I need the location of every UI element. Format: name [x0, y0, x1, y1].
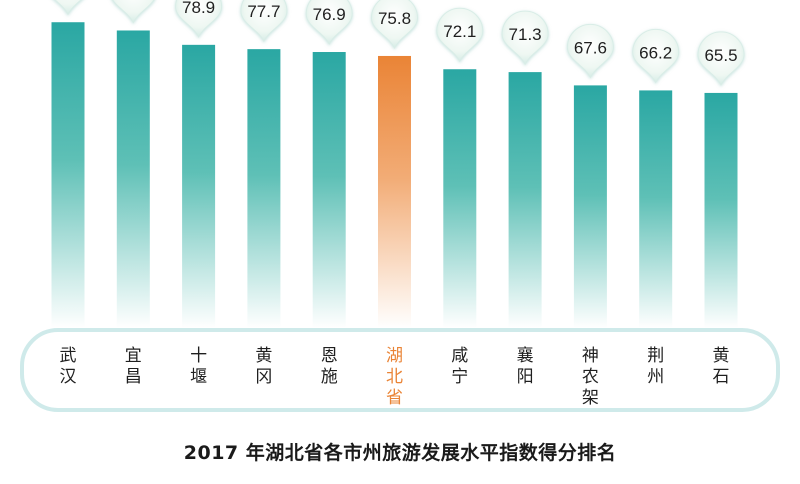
bar-湖北省	[378, 55, 411, 329]
value-pin-咸宁	[436, 7, 484, 63]
value-label-黄冈: 77.7	[247, 2, 280, 21]
bar-荆州	[639, 90, 673, 328]
value-label-湖北省: 75.8	[378, 9, 411, 28]
bar-襄阳	[508, 72, 542, 329]
value-pin-黄冈	[240, 0, 288, 43]
bar-黄石	[704, 92, 738, 328]
bar-神农架	[573, 85, 607, 328]
category-label-武汉: 武汉	[60, 346, 77, 387]
value-label-襄阳: 71.3	[509, 25, 542, 44]
value-pin-襄阳	[501, 10, 549, 66]
bar-咸宁	[443, 69, 477, 328]
value-pin-武汉	[54, 0, 82, 16]
bar-武汉	[51, 22, 85, 329]
bar-黄冈	[247, 49, 281, 328]
bar-十堰	[182, 44, 216, 328]
value-pin-湖北省	[370, 0, 419, 50]
category-label-湖北省: 湖北省	[386, 346, 403, 408]
bar-恩施	[312, 52, 346, 329]
value-pin-十堰	[175, 0, 223, 38]
value-pin-恩施	[305, 0, 353, 46]
category-tray	[20, 328, 780, 412]
bars-layer	[51, 22, 738, 329]
bar-宜昌	[116, 30, 150, 329]
value-pin-荆州	[632, 28, 680, 84]
category-label-黄石: 黄石	[713, 346, 730, 387]
category-label-恩施: 恩施	[321, 346, 338, 387]
value-pin-宜昌	[112, 0, 155, 24]
chart-title: 2017 年湖北省各市州旅游发展水平指数得分排名	[183, 442, 617, 464]
value-label-恩施: 76.9	[313, 5, 346, 24]
value-label-十堰: 78.9	[182, 0, 215, 17]
category-label-襄阳: 襄阳	[517, 345, 534, 387]
category-label-神农架: 神农架	[582, 346, 599, 408]
value-label-咸宁: 72.1	[443, 22, 476, 41]
category-label-黄冈: 黄冈	[255, 346, 272, 387]
value-pins-layer: 85.282.978.977.776.975.872.171.367.666.2…	[54, 0, 745, 87]
category-label-荆州: 荆州	[647, 346, 664, 387]
value-label-宜昌: 82.9	[117, 0, 150, 2]
value-pin-神农架	[566, 23, 614, 79]
value-label-神农架: 67.6	[574, 38, 607, 57]
value-label-黄石: 65.5	[704, 46, 737, 65]
category-label-宜昌: 宜昌	[125, 346, 142, 387]
category-label-咸宁: 咸宁	[451, 346, 468, 387]
value-pin-黄石	[697, 31, 745, 87]
category-labels-layer: 武汉 宜昌 十堰 黄冈 恩施 湖北省 咸宁 襄阳 神农架 荆州 黄石	[60, 345, 730, 408]
category-label-十堰: 十堰	[190, 346, 207, 387]
value-label-荆州: 66.2	[639, 43, 672, 62]
